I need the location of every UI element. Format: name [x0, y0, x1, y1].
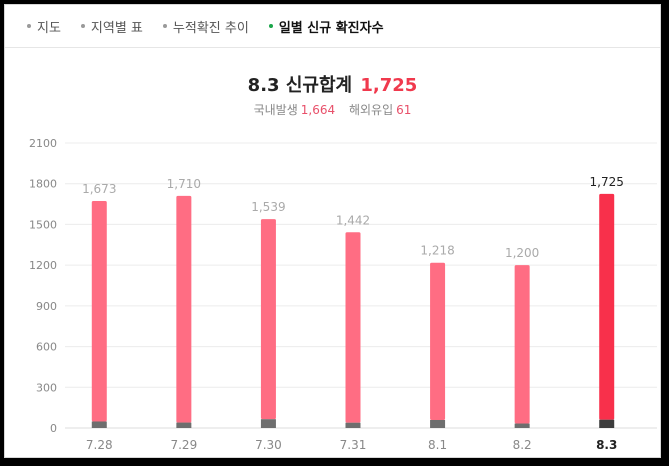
tab-daily-new-cases[interactable]: 일별 신규 확진자수	[268, 17, 384, 36]
y-tick-label: 1800	[29, 178, 57, 191]
summary-total: 1,725	[360, 75, 418, 96]
x-tick-label: 8.1	[428, 438, 447, 452]
bar-value-label: 1,710	[167, 177, 201, 191]
bar-domestic	[599, 193, 615, 420]
y-tick-label: 1200	[29, 259, 57, 272]
bar-overseas	[260, 419, 276, 428]
y-tick-label: 600	[36, 341, 57, 354]
bar-value-label: 1,725	[590, 175, 624, 189]
bar-value-label: 1,673	[82, 182, 116, 196]
bar-value-label: 1,442	[336, 213, 370, 227]
chart-panel: 지도 지역별 표 누적확진 추이 일별 신규 확진자수 8.3 신규합계 1,7…	[4, 4, 661, 458]
daily-cases-bar-chart: 0 300 600 900 1200 1500 1800 2100 1,673 7.28 1,710…	[29, 137, 657, 452]
bar-domestic	[260, 219, 276, 420]
x-tick-label: 7.30	[255, 438, 282, 452]
overseas-label: 해외유입	[348, 103, 394, 117]
bar-value-label: 1,218	[420, 244, 454, 258]
x-tick-label: 8.3	[596, 438, 617, 452]
bullet-dot-icon	[80, 24, 85, 28]
tab-map-label: 지도	[37, 20, 61, 36]
bar-overseas	[176, 422, 192, 428]
y-tick-label: 1500	[29, 218, 57, 231]
summary-date: 8.3	[247, 75, 280, 96]
bar-overseas	[430, 419, 446, 428]
bar-domestic	[514, 265, 530, 424]
tab-map[interactable]: 지도	[27, 17, 61, 36]
bar-value-label: 1,539	[251, 200, 285, 214]
y-tick-label: 900	[36, 300, 57, 313]
domestic-value: 1,664	[300, 103, 336, 117]
bar-value-label: 1,200	[505, 246, 539, 260]
tab-region-table[interactable]: 지역별 표	[80, 17, 143, 36]
active-dot-icon	[268, 24, 273, 28]
bar-domestic	[91, 200, 107, 422]
bar-domestic	[176, 195, 192, 423]
tab-region-table-label: 지역별 표	[90, 20, 143, 36]
summary-title-label: 신규합계	[285, 75, 353, 96]
summary-breakdown: 국내발생 1,664 해외유입 61	[5, 101, 660, 118]
domestic-label: 국내발생	[253, 103, 298, 117]
y-tick-label: 2100	[29, 137, 57, 150]
bullet-dot-icon	[162, 24, 167, 28]
y-tick-label: 300	[36, 381, 57, 394]
x-tick-label: 7.28	[86, 438, 113, 452]
bar-domestic	[345, 232, 361, 423]
tab-cumulative-trend[interactable]: 누적확진 추이	[162, 17, 249, 36]
bar-overseas	[91, 421, 107, 428]
bar-domestic	[430, 262, 446, 420]
tab-cumulative-trend-label: 누적확진 추이	[172, 20, 249, 36]
bar-overseas	[345, 422, 361, 428]
bar-overseas	[599, 419, 615, 428]
bar-overseas	[514, 423, 530, 428]
chart-tab-bar: 지도 지역별 표 누적확진 추이 일별 신규 확진자수	[5, 5, 660, 48]
overseas-value: 61	[396, 103, 412, 117]
y-tick-label: 0	[50, 422, 57, 435]
bullet-dot-icon	[27, 24, 31, 28]
summary-title: 8.3 신규합계 1,725	[5, 71, 660, 97]
tab-daily-new-cases-label: 일별 신규 확진자수	[278, 20, 384, 36]
x-tick-label: 8.2	[513, 438, 532, 452]
x-tick-label: 7.31	[340, 438, 367, 452]
x-tick-label: 7.29	[170, 438, 197, 452]
